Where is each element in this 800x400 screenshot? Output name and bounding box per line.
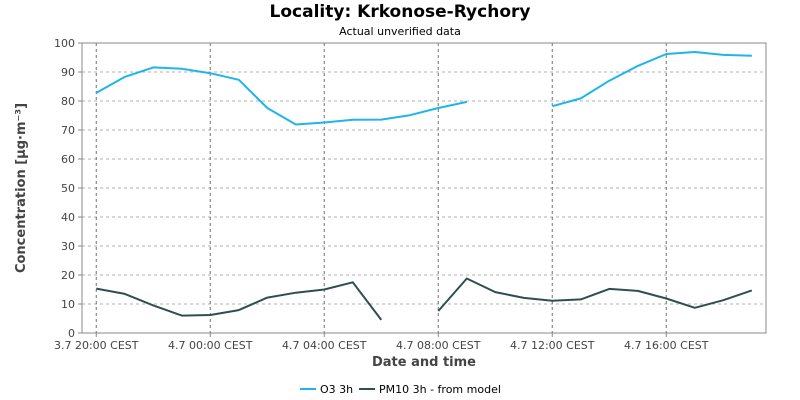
y-tick-label: 40 — [61, 211, 75, 224]
series-0-line-segment-1 — [552, 51, 752, 108]
x-tick-label: 4.7 00:00 CEST — [168, 339, 253, 352]
y-axis-title: Concentration [µg·m⁻³] — [14, 103, 29, 273]
x-axis-ticks: 3.7 20:00 CEST 4.7 00:00 CEST 4.7 04:00 CE… — [54, 333, 709, 352]
legend-label: O3 3h — [320, 383, 353, 396]
x-tick-label: 4.7 04:00 CEST — [282, 339, 367, 352]
y-tick-label: 80 — [61, 95, 75, 108]
y-tick-label: 50 — [61, 182, 75, 195]
legend-label: PM10 3h - from model — [379, 383, 501, 396]
series-1-line-segment-1 — [437, 277, 753, 312]
chart-title: Locality: Krkonose-Rychory — [269, 2, 531, 22]
x-tick-label: 4.7 08:00 CEST — [396, 339, 481, 352]
y-tick-label: 60 — [61, 153, 75, 166]
y-tick-label: 100 — [54, 37, 75, 50]
series-1-line-segment-0 — [96, 281, 383, 321]
gridlines — [82, 43, 766, 333]
x-tick-label: 3.7 20:00 CEST — [54, 339, 139, 352]
x-axis-title: Date and time — [372, 355, 476, 370]
y-tick-label: 10 — [61, 298, 75, 311]
chart-subtitle: Actual unverified data — [339, 25, 461, 38]
y-tick-label: 30 — [61, 240, 75, 253]
series-lines — [95, 51, 753, 321]
y-tick-label: 70 — [61, 124, 75, 137]
x-tick-label: 4.7 12:00 CEST — [510, 339, 595, 352]
y-tick-label: 20 — [61, 269, 75, 282]
legend: O3 3h PM10 3h - from model — [300, 383, 501, 396]
y-axis-ticks: 0 10 20 30 40 50 60 70 80 90 100 — [54, 37, 82, 340]
x-tick-label: 4.7 16:00 CEST — [624, 339, 709, 352]
y-tick-label: 0 — [68, 327, 75, 340]
y-tick-label: 90 — [61, 66, 75, 79]
series-0-line-segment-0 — [95, 66, 468, 126]
